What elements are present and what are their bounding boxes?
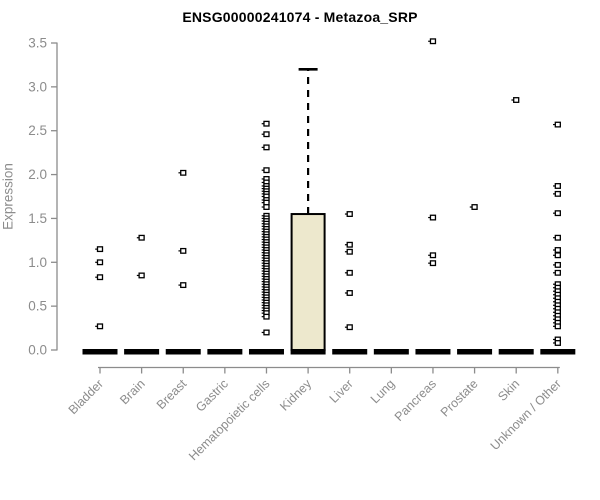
outlier-point xyxy=(346,290,353,296)
y-tick-label: 2.5 xyxy=(28,123,47,138)
outlier-point xyxy=(429,38,437,45)
median-line xyxy=(290,349,326,355)
outlier-point xyxy=(429,260,437,267)
outlier-point xyxy=(513,97,520,103)
median-line xyxy=(498,349,534,355)
median-line xyxy=(457,349,493,355)
outlier-point xyxy=(554,261,561,268)
outlier-point xyxy=(429,252,437,259)
outlier-point xyxy=(554,183,561,189)
outlier-point xyxy=(263,131,270,138)
outlier-point xyxy=(263,120,270,127)
y-tick-label: 0.0 xyxy=(28,343,47,358)
outlier-point xyxy=(180,282,187,289)
outlier-point xyxy=(554,234,561,241)
median-line xyxy=(332,349,368,355)
outlier-point xyxy=(138,234,145,241)
outlier-point xyxy=(346,241,353,248)
x-tick-label: Skin xyxy=(495,377,522,404)
median-line xyxy=(373,349,409,355)
outlier-point xyxy=(263,313,270,320)
y-tick-label: 1.5 xyxy=(28,211,47,226)
outlier-point xyxy=(263,167,270,174)
outlier-point xyxy=(180,247,187,254)
outlier-point xyxy=(346,211,353,217)
outlier-point xyxy=(554,340,561,346)
outlier-point xyxy=(554,269,561,276)
median-line xyxy=(165,349,201,355)
outlier-point xyxy=(263,204,270,210)
x-tick-label: Gastric xyxy=(193,377,231,415)
x-tick-label: Kidney xyxy=(277,376,314,413)
outlier-point xyxy=(346,269,353,276)
median-line xyxy=(207,349,243,355)
outlier-point xyxy=(554,247,561,253)
outlier-point xyxy=(554,323,561,330)
outlier-point xyxy=(96,274,104,281)
outlier-point xyxy=(96,323,104,330)
y-tick-label: 3.0 xyxy=(28,79,47,94)
outlier-point xyxy=(263,144,270,151)
outlier-point xyxy=(346,248,353,255)
x-tick-label: Pancreas xyxy=(392,377,439,424)
outlier-point xyxy=(96,246,104,253)
y-tick-label: 2.0 xyxy=(28,167,47,182)
y-tick-label: 1.0 xyxy=(28,255,47,270)
x-tick-label: Breast xyxy=(154,376,190,412)
x-tick-label: Unknown / Other xyxy=(488,377,564,453)
median-line xyxy=(540,349,576,355)
outlier-point xyxy=(554,252,561,259)
outlier-point xyxy=(180,169,187,176)
x-tick-label: Hematopoietic cells xyxy=(186,377,273,464)
outlier-point xyxy=(346,324,353,331)
outlier-point xyxy=(263,329,270,336)
outlier-point xyxy=(554,190,561,197)
median-line xyxy=(82,349,118,355)
median-line xyxy=(248,349,284,355)
x-tick-label: Prostate xyxy=(438,377,481,420)
x-tick-label: Liver xyxy=(327,377,356,406)
median-line xyxy=(124,349,160,355)
outlier-point xyxy=(471,204,478,210)
median-line xyxy=(415,349,451,355)
x-tick-label: Brain xyxy=(117,377,148,408)
outlier-point xyxy=(554,210,561,217)
outlier-point xyxy=(429,214,437,221)
x-tick-label: Bladder xyxy=(66,377,106,417)
box-kidney xyxy=(290,213,326,351)
y-tick-label: 0.5 xyxy=(28,299,47,314)
chart-title: ENSG00000241074 - Metazoa_SRP xyxy=(182,9,418,25)
outlier-point xyxy=(138,272,145,279)
x-tick-label: Lung xyxy=(368,377,398,407)
y-tick-label: 3.5 xyxy=(28,36,47,51)
outlier-point xyxy=(96,259,104,266)
outlier-point xyxy=(554,121,561,128)
